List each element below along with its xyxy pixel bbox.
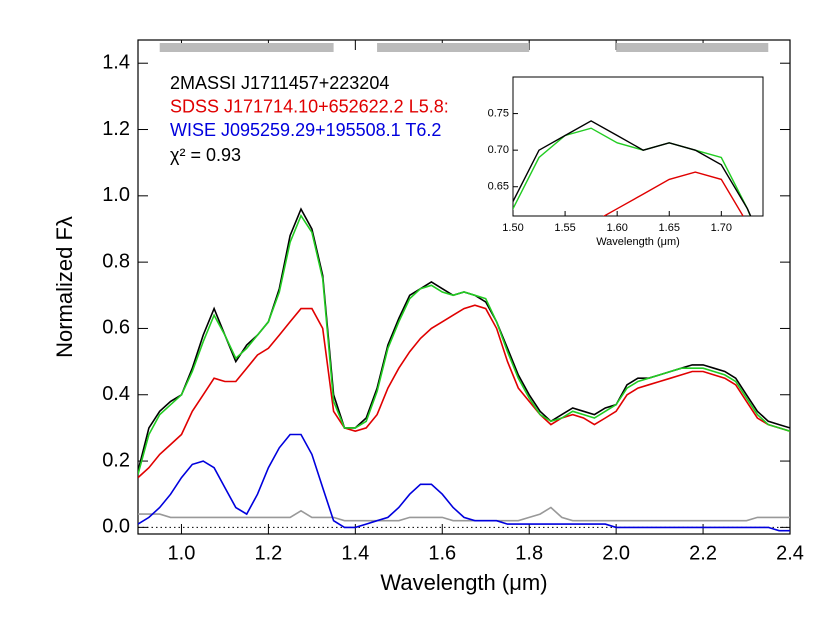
series-line	[138, 506, 790, 522]
band	[616, 43, 769, 52]
plot-frame	[137, 39, 791, 535]
x-tick-label: 1.2	[254, 542, 282, 564]
y-tick-label: 0.2	[102, 449, 130, 471]
series-line	[138, 304, 790, 479]
series-line	[602, 171, 744, 216]
inset-x-tick-label: 1.50	[502, 222, 523, 234]
inset-frame	[512, 76, 764, 217]
y-tick-label: 0.4	[102, 383, 130, 405]
x-tick-label: 2.2	[689, 542, 717, 564]
inset-x-tick-label: 1.70	[711, 222, 732, 234]
band	[159, 43, 334, 52]
series-line	[138, 433, 790, 532]
legend-entry: 2MASSI J1711457+223204	[170, 73, 389, 93]
x-tick-label: 1.8	[515, 542, 543, 564]
y-tick-label: 0.6	[102, 317, 130, 339]
inset-y-tick-label: 0.65	[488, 181, 509, 193]
y-tick-label: 1.0	[102, 184, 130, 206]
series-line	[138, 207, 790, 472]
y-tick-label: 1.4	[102, 51, 130, 73]
inset-x-tick-label: 1.55	[554, 222, 575, 234]
inset-x-tick-label: 1.60	[606, 222, 627, 234]
x-axis-label: Wavelength (μm)	[380, 570, 547, 595]
annotation: χ² = 0.93	[170, 145, 241, 165]
x-tick-label: 1.0	[168, 542, 196, 564]
series-line	[138, 213, 790, 475]
series-line	[513, 120, 752, 216]
x-tick-label: 2.0	[602, 542, 630, 564]
y-tick-label: 0.8	[102, 250, 130, 272]
y-tick-label: 1.2	[102, 118, 130, 140]
x-tick-label: 1.4	[341, 542, 369, 564]
x-tick-label: 1.6	[428, 542, 456, 564]
y-tick-label: 0.0	[102, 516, 130, 538]
y-axis-label: Normalized Fλ	[52, 216, 77, 358]
inset-y-tick-label: 0.75	[488, 107, 509, 119]
inset-x-tick-label: 1.65	[659, 222, 680, 234]
legend-entry: SDSS J171714.10+652622.2 L5.8:	[170, 96, 449, 116]
band	[377, 43, 530, 52]
legend-entry: WISE J095259.29+195508.1 T6.2	[170, 120, 441, 140]
inset-y-tick-label: 0.70	[488, 144, 509, 156]
inset-x-label: Wavelength (μm)	[596, 236, 680, 248]
x-tick-label: 2.4	[776, 542, 804, 564]
